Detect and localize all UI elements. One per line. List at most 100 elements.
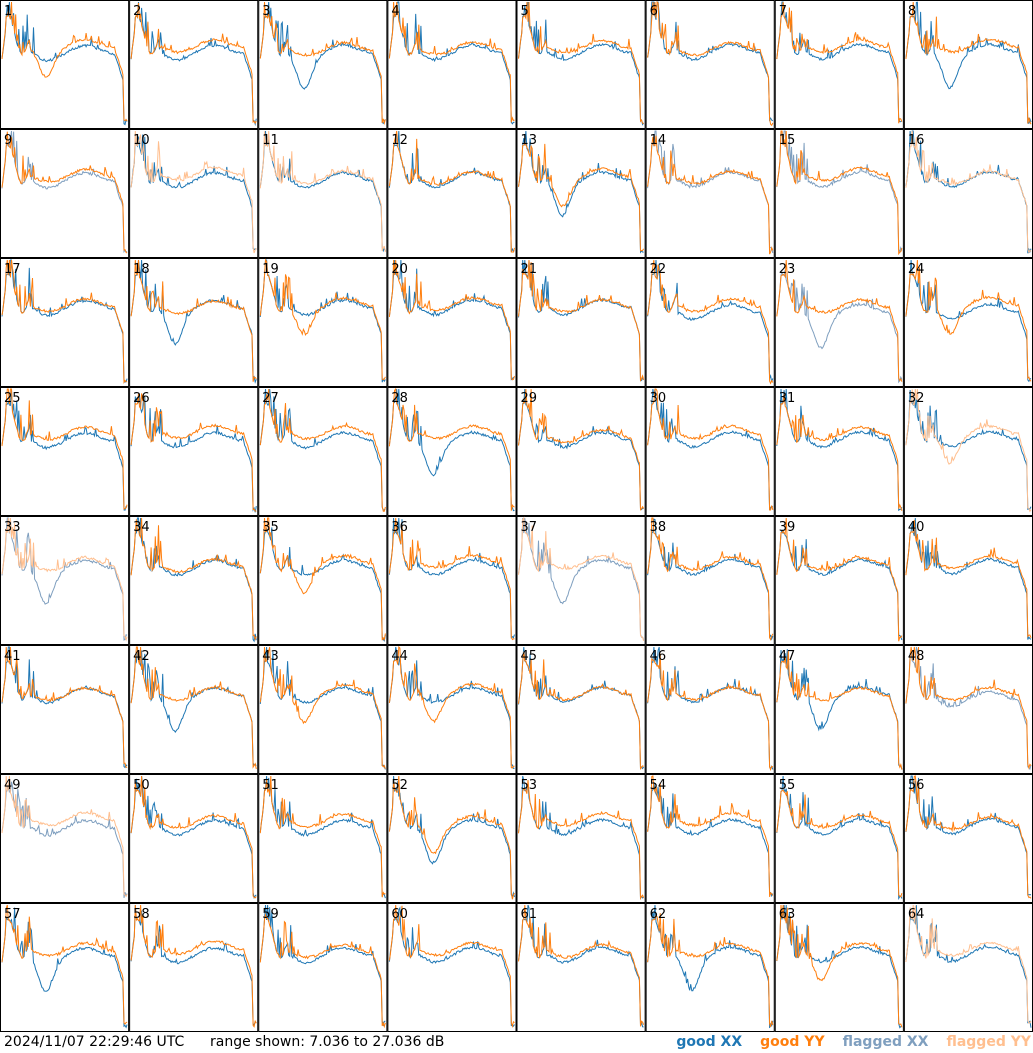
series-yy-line [905, 775, 1032, 899]
panel-frame [387, 774, 517, 903]
panel-label: 12 [391, 133, 408, 148]
panel-frame [387, 516, 517, 645]
panel-44: 44 [387, 645, 517, 774]
series-yy-line [1, 904, 128, 1025]
series-xx-line [776, 904, 903, 1029]
series-xx-line [130, 394, 257, 513]
series-yy-line [259, 646, 386, 769]
panel-frame [258, 903, 388, 1032]
panel-label: 42 [133, 649, 150, 664]
panel-label: 32 [908, 391, 925, 406]
series-xx-line [647, 518, 774, 641]
series-xx-line [905, 1, 1032, 124]
series-yy-line [130, 517, 257, 641]
series-xx-line [130, 775, 257, 899]
panel-frame [258, 774, 388, 903]
series-xx-line [647, 388, 774, 511]
series-xx-line [1, 781, 128, 898]
series-yy-line [259, 1, 386, 126]
panel-frame [0, 903, 130, 1032]
panel-label: 37 [521, 520, 538, 535]
panel-frame [774, 387, 904, 516]
panel-label: 34 [133, 520, 150, 535]
panel-label: 62 [650, 907, 667, 922]
panel-39: 39 [774, 516, 904, 645]
series-yy-line [388, 775, 515, 900]
panel-frame [774, 774, 904, 903]
panel-58: 58 [129, 903, 259, 1032]
panel-22: 22 [645, 258, 775, 387]
panel-label: 29 [521, 391, 538, 406]
panel-21: 21 [516, 258, 646, 387]
panel-42: 42 [129, 645, 259, 774]
panel-label: 51 [262, 778, 279, 793]
series-yy-line [130, 259, 257, 382]
panel-label: 2 [133, 4, 141, 19]
panel-label: 13 [521, 133, 538, 148]
panel-frame [387, 129, 517, 258]
panel-label: 54 [650, 778, 667, 793]
panel-47: 47 [774, 645, 904, 774]
range-label: range shown: 7.036 to 27.036 dB [210, 1034, 445, 1050]
panel-label: 41 [4, 649, 21, 664]
panel-frame [129, 387, 259, 516]
series-yy-line [388, 517, 515, 641]
series-yy-line [647, 653, 774, 772]
panel-frame [387, 645, 517, 774]
panel-frame [0, 516, 130, 645]
series-yy-line [388, 645, 515, 769]
panel-6: 6 [645, 0, 775, 129]
series-yy-line [776, 517, 903, 642]
series-xx-line [388, 646, 515, 769]
panel-label: 58 [133, 907, 150, 922]
panel-frame [645, 774, 775, 903]
panel-label: 52 [391, 778, 408, 793]
series-yy-line [905, 388, 1032, 513]
series-yy-line [905, 519, 1032, 638]
series-xx-line [647, 1, 774, 122]
panel-label: 56 [908, 778, 925, 793]
panel-frame [774, 129, 904, 258]
series-xx-line [388, 259, 515, 381]
panel-41: 41 [0, 645, 130, 774]
panel-frame [387, 0, 517, 129]
series-yy-line [1, 388, 128, 510]
panel-label: 63 [779, 907, 796, 922]
panel-8: 8 [903, 0, 1033, 129]
panel-frame [258, 129, 388, 258]
series-xx-line [518, 130, 644, 254]
series-yy-line [259, 517, 386, 642]
series-yy-line [776, 1, 903, 124]
panel-label: 45 [521, 649, 538, 664]
series-xx-line [518, 775, 644, 901]
panel-label: 38 [650, 520, 667, 535]
panel-20: 20 [387, 258, 517, 387]
panel-43: 43 [258, 645, 388, 774]
panel-frame [387, 903, 517, 1032]
series-yy-line [518, 388, 645, 511]
panel-frame [129, 258, 259, 387]
series-xx-line [388, 775, 515, 898]
panel-frame [516, 0, 646, 129]
panel-frame [387, 258, 517, 387]
panel-49: 49 [0, 774, 130, 903]
panel-label: 17 [4, 262, 21, 277]
series-yy-line [647, 135, 774, 255]
panel-label: 21 [521, 262, 538, 277]
panel-label: 43 [262, 649, 279, 664]
panel-frame [774, 645, 904, 774]
series-xx-line [905, 390, 1032, 511]
panel-label: 15 [779, 133, 796, 148]
panel-frame [516, 516, 646, 645]
panel-label: 50 [133, 778, 150, 793]
panel-14: 14 [645, 129, 775, 258]
panel-frame [903, 0, 1033, 129]
series-xx-line [259, 527, 386, 642]
panel-label: 19 [262, 262, 279, 277]
panel-label: 30 [650, 391, 667, 406]
panel-frame [516, 774, 646, 903]
panel-label: 11 [262, 133, 279, 148]
panel-label: 44 [391, 649, 408, 664]
series-yy-line [130, 904, 257, 1028]
